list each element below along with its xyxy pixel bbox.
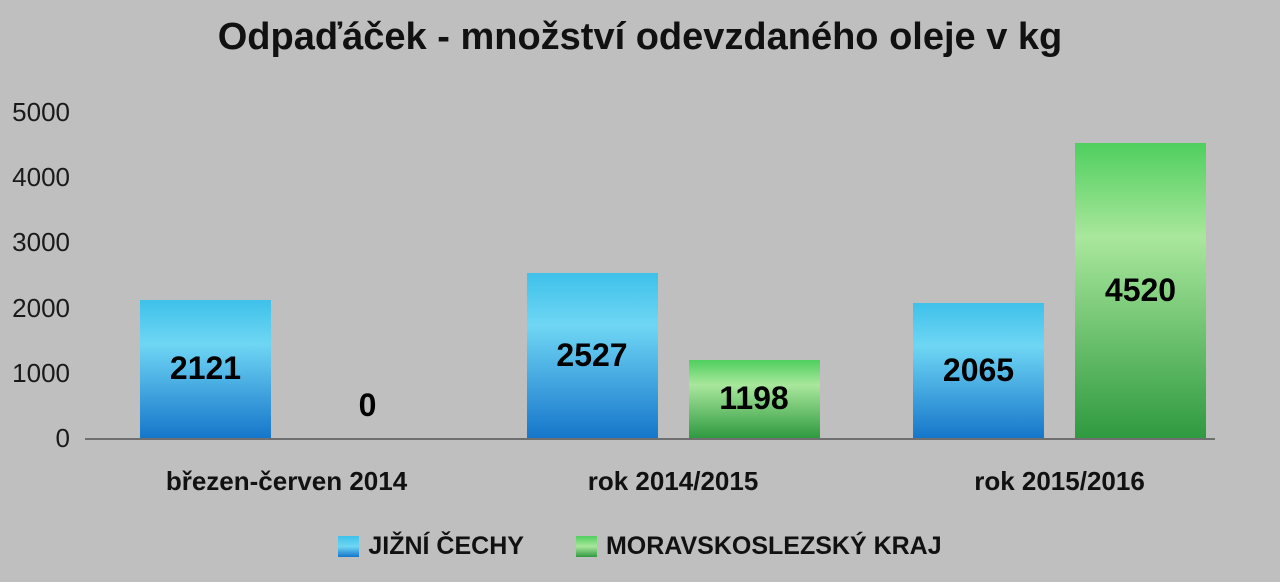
legend-item-jizni-cechy: JIŽNÍ ČECHY bbox=[338, 532, 524, 561]
y-axis-tick-label: 4000 bbox=[12, 162, 70, 193]
legend-swatch-moravskoslezsky-kraj bbox=[575, 536, 597, 557]
x-axis-label: rok 2014/2015 bbox=[587, 466, 759, 496]
bar-jizni-cechy-rok-2014-2015: 2527 bbox=[526, 273, 658, 438]
legend-item-moravskoslezsky-kraj: MORAVSKOSLEZSKÝ KRAJ bbox=[575, 532, 942, 561]
chart-title: Odpaďáček - množství odevzdaného oleje v… bbox=[217, 16, 1063, 58]
bar-jizni-cechy-rok-2015-2016: 2065 bbox=[913, 303, 1044, 438]
bar-moravskoslezsky-kraj-rok-2015-2016: 4520 bbox=[1075, 143, 1206, 438]
bar-value-label: 2065 bbox=[942, 352, 1015, 389]
y-axis-tick-label: 1000 bbox=[12, 357, 70, 388]
x-axis-label: rok 2015/2016 bbox=[974, 466, 1145, 496]
legend-label: JIŽNÍ ČECHY bbox=[368, 532, 524, 560]
bar-jizni-cechy-brezen-cerven-2014: 2121 bbox=[140, 299, 271, 438]
y-axis-tick-label: 0 bbox=[55, 423, 70, 453]
bar-value-label: 1198 bbox=[719, 380, 789, 417]
legend: JIŽNÍ ČECHY MORAVSKOSLEZSKÝ KRAJ bbox=[0, 532, 1280, 561]
y-axis-tick-label: 5000 bbox=[12, 97, 70, 127]
bar-value-label: 2121 bbox=[169, 350, 242, 387]
x-axis-line bbox=[85, 438, 1215, 440]
x-axis-label: březen-červen 2014 bbox=[165, 466, 408, 496]
bar-value-label: 0 bbox=[358, 387, 377, 423]
y-axis-tick-label: 3000 bbox=[12, 227, 70, 258]
bar-moravskoslezsky-kraj-rok-2014-2015: 1198 bbox=[688, 359, 820, 438]
bar-value-label: 4520 bbox=[1104, 272, 1177, 309]
legend-label: MORAVSKOSLEZSKÝ KRAJ bbox=[605, 532, 942, 560]
y-axis-tick-label: 2000 bbox=[12, 292, 70, 323]
legend-swatch-jizni-cechy bbox=[338, 536, 360, 557]
bar-value-label: 2527 bbox=[556, 337, 628, 374]
